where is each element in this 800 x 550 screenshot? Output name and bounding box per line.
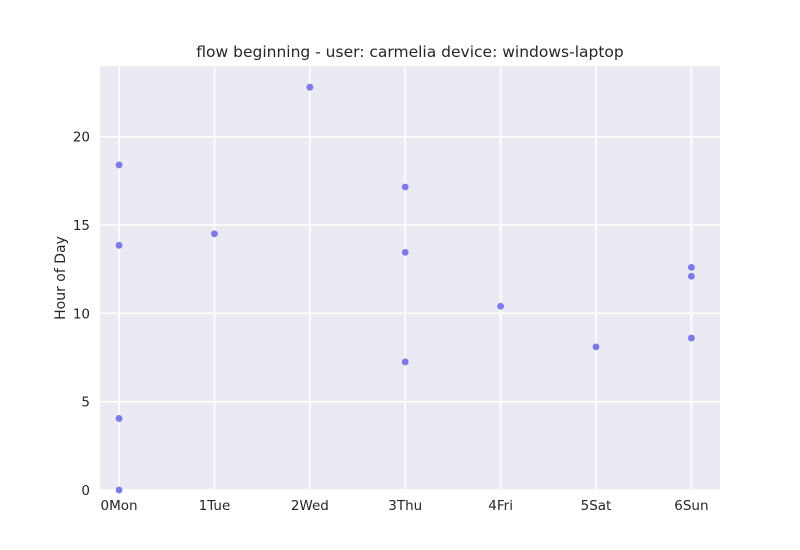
data-point: [115, 241, 123, 249]
data-point: [115, 161, 123, 169]
y-tick-label: 0: [81, 483, 90, 499]
data-point: [592, 343, 600, 351]
y-tick-label: 5: [81, 395, 90, 411]
data-point: [401, 183, 409, 191]
y-tick-label: 15: [73, 218, 90, 234]
y-tick-labels: 0 5 10 15 20: [73, 130, 90, 499]
y-tick-label: 10: [73, 306, 90, 322]
data-point: [687, 272, 695, 280]
x-tick-label: 2Wed: [291, 498, 329, 514]
data-point: [687, 334, 695, 342]
data-point: [401, 248, 409, 256]
y-gridlines: [100, 135, 720, 491]
data-point: [401, 358, 409, 366]
x-tick-labels: 0Mon 1Tue 2Wed 3Thu 4Fri 5Sat 6Sun: [101, 498, 709, 514]
data-point: [497, 302, 505, 310]
data-point: [115, 486, 123, 494]
x-tick-label: 5Sat: [581, 498, 612, 514]
chart-title: flow beginning - user: carmelia device: …: [196, 43, 624, 61]
x-tick-label: 3Thu: [388, 498, 422, 514]
data-point: [306, 83, 314, 91]
y-tick-label: 20: [73, 130, 90, 146]
x-tick-label: 0Mon: [101, 498, 138, 514]
plot-area: [100, 66, 720, 490]
data-points: [115, 83, 695, 494]
data-point: [687, 264, 695, 271]
data-point: [115, 415, 123, 422]
x-tick-label: 4Fri: [488, 498, 513, 514]
y-axis-label: Hour of Day: [53, 236, 69, 320]
x-tick-label: 1Tue: [199, 498, 231, 514]
x-tick-label: 6Sun: [674, 498, 708, 514]
data-point: [211, 230, 218, 238]
